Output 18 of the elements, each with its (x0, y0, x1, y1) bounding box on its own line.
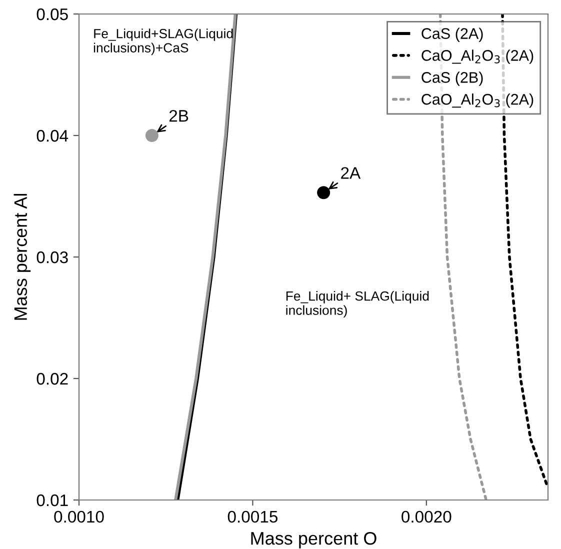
x-tick-label: 0.0015 (228, 510, 278, 523)
legend-label: CaO_Al$_{2}$O$_{3}$ (2A) (422, 50, 534, 64)
annotation: Fe_Liquid+SLAG(Liquid inclusions)+CaS (94, 28, 233, 56)
y-axis-title: Mass percent Al (14, 194, 31, 320)
annotation: 2A (341, 167, 361, 179)
legend-label: CaO_Al$_{2}$O$_{3}$ (2A) (422, 94, 534, 108)
y-tick-label: 0.01 (36, 494, 68, 506)
x-axis-title: Mass percent O (251, 532, 376, 548)
x-tick-label: 0.0010 (54, 510, 104, 523)
y-tick-label: 0.05 (36, 8, 68, 20)
legend-label: CaS (2B) (422, 72, 483, 86)
y-tick-label: 0.03 (36, 251, 68, 264)
x-tick-label: 0.0020 (402, 510, 452, 523)
y-tick-label: 0.02 (36, 372, 68, 385)
y-tick-label: 0.04 (36, 130, 68, 142)
annotation: Fe_Liquid+ SLAG(Liquid inclusions) (286, 291, 429, 318)
annotation: 2B (169, 110, 188, 122)
legend-label: CaS (2A) (422, 28, 483, 42)
